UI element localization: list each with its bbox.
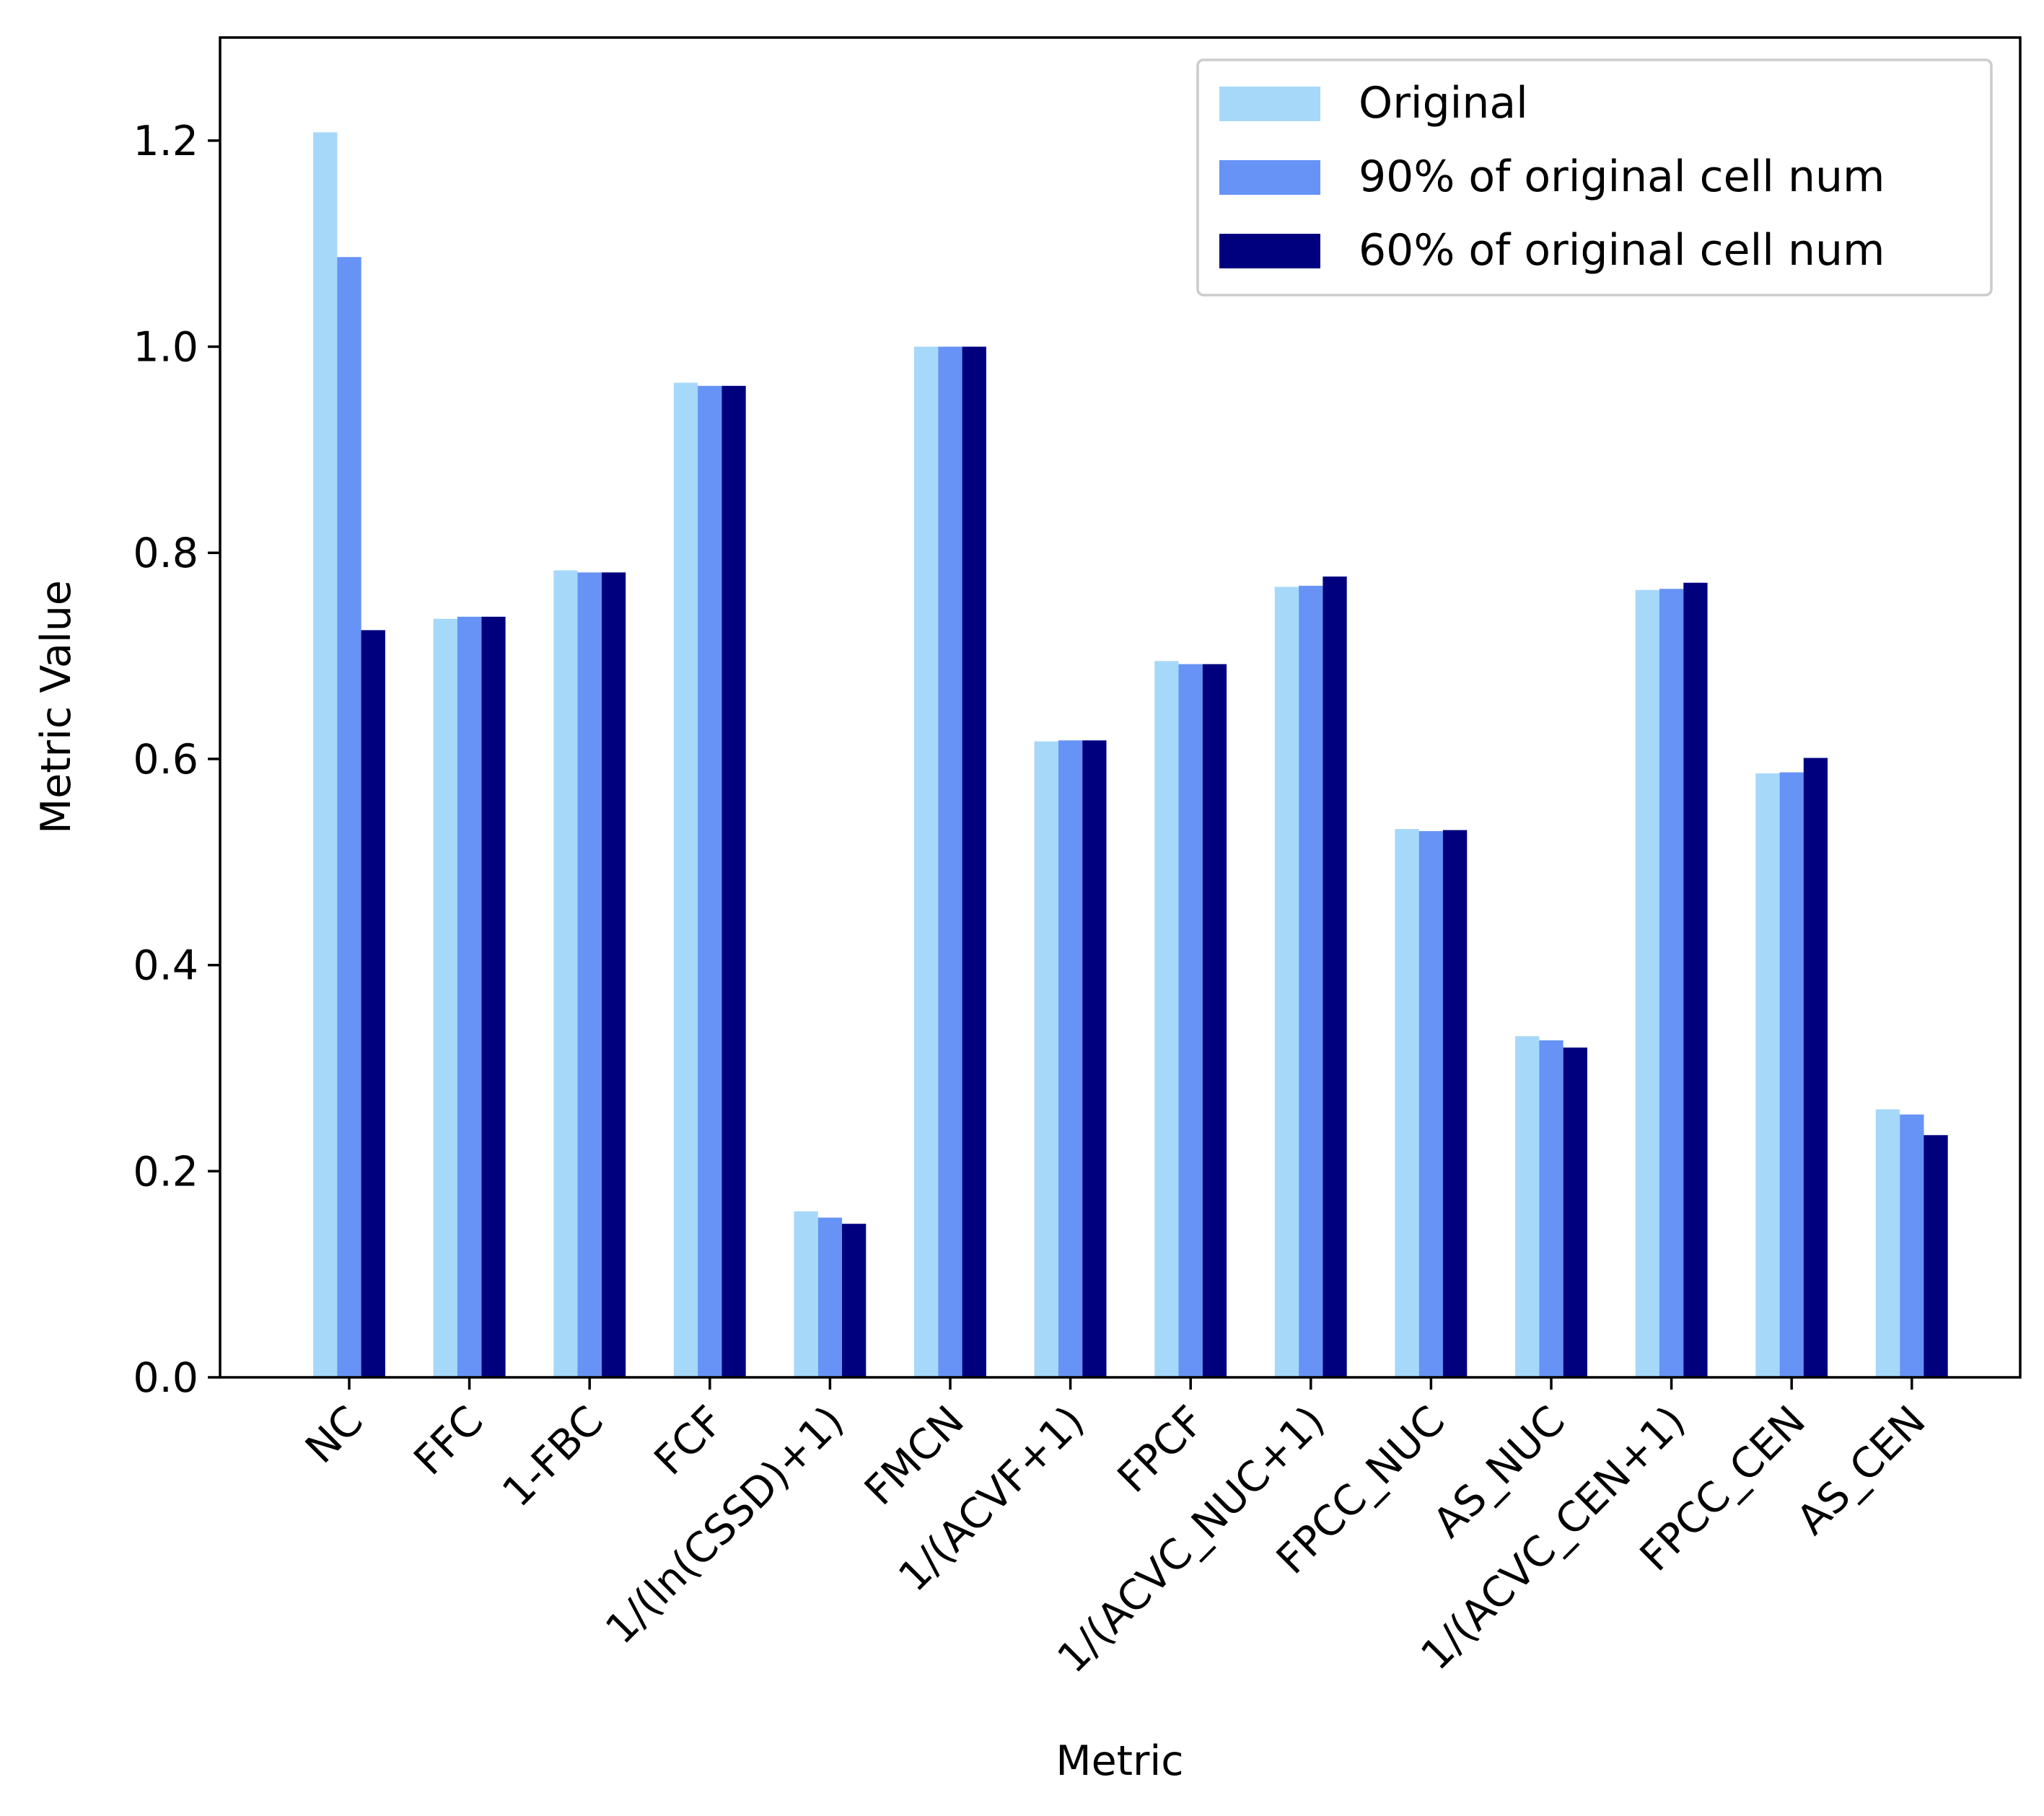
legend-label: 90% of original cell num: [1359, 152, 1885, 202]
plot-area-frame: [219, 36, 2022, 1379]
bar: [1323, 576, 1347, 1377]
y-tick-label: 0.0: [133, 1354, 198, 1402]
y-tick-label: 1.2: [133, 118, 198, 165]
legend: Original 90% of original cell num 60% of o…: [1196, 58, 1993, 297]
bar: [1659, 589, 1684, 1378]
bar: [1058, 740, 1083, 1377]
bars-layer: [313, 132, 1948, 1378]
y-tick-label: 1.0: [133, 324, 198, 372]
x-axis-title: Metric: [1056, 1737, 1183, 1785]
bar: [1178, 664, 1203, 1377]
bar: [361, 630, 385, 1377]
bar: [1779, 772, 1804, 1377]
bar: [817, 1217, 843, 1377]
bar: [1274, 587, 1299, 1377]
bar: [673, 382, 698, 1377]
bar: [1539, 1040, 1563, 1377]
bar: [698, 385, 722, 1377]
bar: [313, 132, 338, 1377]
bar: [1395, 829, 1419, 1377]
x-tick-label: AS_CEN: [1788, 1397, 1935, 1544]
bar: [1202, 664, 1227, 1377]
x-tick-label: FCF: [646, 1397, 733, 1484]
bar: [577, 572, 602, 1377]
y-tick-label: 0.8: [133, 530, 198, 577]
bar: [1443, 830, 1468, 1377]
x-tick-label: FMCN: [856, 1397, 973, 1514]
bar: [1924, 1135, 1948, 1377]
bar: [962, 346, 986, 1377]
bar: [842, 1224, 867, 1377]
bar: [1875, 1109, 1900, 1377]
bar: [1563, 1047, 1587, 1377]
bar: [1683, 582, 1708, 1378]
legend-frame: [1196, 58, 1993, 297]
y-tick-label: 0.4: [133, 942, 198, 990]
bar: [1299, 585, 1323, 1377]
y-axis-title: Metric Value: [32, 580, 80, 834]
bar: [1755, 773, 1780, 1377]
x-tick-label: FPCF: [1109, 1397, 1214, 1501]
bar: [1082, 740, 1107, 1377]
bar: [1515, 1036, 1540, 1377]
bar: [1803, 758, 1828, 1377]
bar: [1418, 830, 1443, 1377]
bar: [1154, 661, 1179, 1377]
bar: [1034, 741, 1058, 1377]
bar: [914, 346, 939, 1377]
legend-label: Original: [1359, 78, 1528, 128]
bar: [794, 1211, 818, 1377]
y-axis-ticks: 0.0 0.2 0.4 0.6 0.8 1.0 1.2: [133, 118, 220, 1402]
bar: [938, 346, 962, 1377]
y-tick-label: 0.6: [133, 736, 198, 784]
bar: [337, 257, 361, 1377]
x-tick-label: NC: [297, 1397, 372, 1473]
bar: [481, 616, 506, 1377]
x-tick-label: 1-FBC: [494, 1397, 613, 1516]
bar: [721, 385, 746, 1377]
bar: [1900, 1114, 1924, 1377]
bar: [553, 570, 578, 1377]
legend-swatch: [1219, 87, 1320, 121]
legend-swatch: [1219, 234, 1320, 268]
bar: [1635, 589, 1659, 1378]
y-tick-label: 0.2: [133, 1148, 198, 1196]
x-tick-label: FFC: [405, 1397, 492, 1484]
bar: [601, 572, 626, 1377]
legend-swatch: [1219, 160, 1320, 195]
legend-label: 60% of original cell num: [1359, 225, 1885, 276]
bar: [433, 618, 457, 1378]
bar: [457, 616, 482, 1377]
